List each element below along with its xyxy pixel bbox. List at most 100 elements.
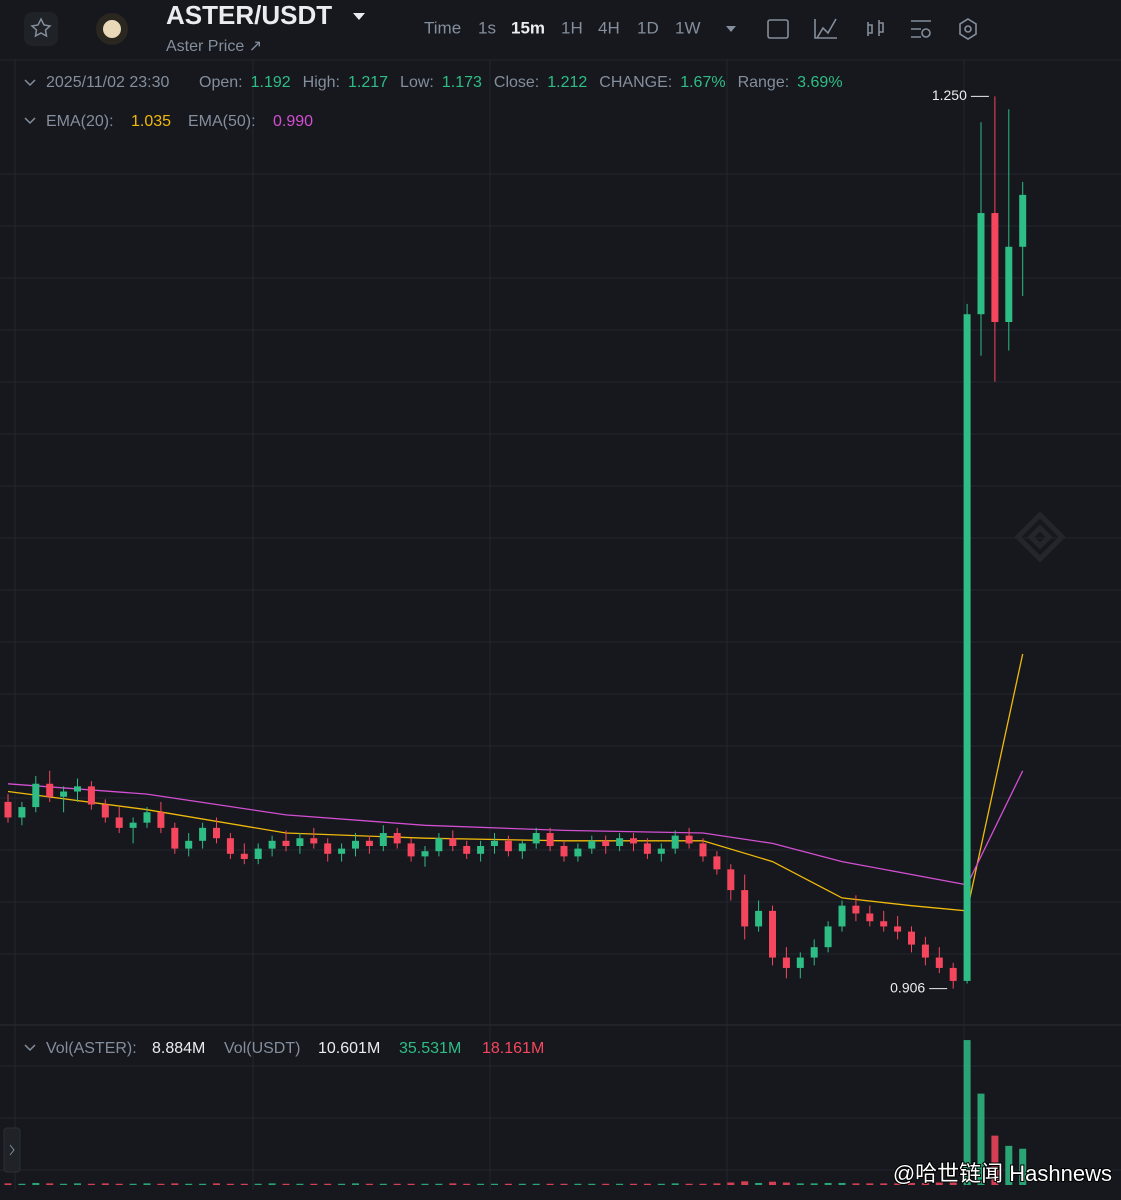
- candle-type-icon[interactable]: [867, 20, 884, 36]
- interval[interactable]: Time: [424, 18, 461, 37]
- layout-icon[interactable]: [959, 18, 977, 40]
- legend-value: 1.173: [442, 74, 482, 91]
- candle-body: [254, 848, 262, 859]
- volume-bar: [991, 1135, 999, 1185]
- vol-value: 8.884M: [152, 1040, 205, 1057]
- volume-bar: [769, 1181, 776, 1185]
- volume-bar: [199, 1183, 207, 1185]
- candle-body: [185, 840, 193, 849]
- side-toggle[interactable]: [3, 1127, 21, 1173]
- collapse-ema[interactable]: [24, 117, 36, 125]
- volume-bar: [379, 1183, 387, 1185]
- favorite-button[interactable]: [24, 12, 58, 46]
- volume-bar: [782, 1182, 790, 1185]
- volume-bar: [352, 1183, 359, 1185]
- candle-body: [796, 957, 804, 968]
- volume-bar: [268, 1183, 276, 1185]
- candle-body: [810, 947, 818, 958]
- candle-body: [352, 840, 359, 849]
- candle-body: [18, 807, 26, 818]
- watermark-logo: [1014, 511, 1066, 563]
- volume-bar: [171, 1183, 179, 1185]
- candle-body: [60, 791, 68, 797]
- volume-bar: [852, 1183, 860, 1185]
- candle-body: [393, 833, 401, 844]
- candle-body: [213, 827, 220, 839]
- volume-bar: [18, 1183, 26, 1185]
- settings-icon[interactable]: [911, 20, 931, 38]
- vol-value: 18.161M: [482, 1040, 544, 1057]
- volume-bar: [115, 1183, 123, 1185]
- calendar-icon[interactable]: [767, 19, 789, 39]
- candle-body: [616, 838, 624, 847]
- volume-bar: [935, 1182, 943, 1185]
- volume-bar: [602, 1183, 610, 1185]
- interval[interactable]: 1D: [637, 18, 659, 37]
- candle-body: [657, 848, 665, 854]
- volume-bar: [657, 1183, 665, 1185]
- volume-bar: [1005, 1145, 1013, 1185]
- candle-body: [407, 843, 415, 857]
- interval[interactable]: 15m: [511, 18, 545, 37]
- candle-body: [755, 910, 763, 927]
- collapse-legend[interactable]: [24, 79, 36, 87]
- volume-bar: [560, 1183, 568, 1185]
- vol-value: 35.531M: [399, 1040, 461, 1057]
- candle-body: [935, 957, 943, 968]
- grid: [0, 59, 1121, 1190]
- star-icon: [30, 17, 52, 38]
- toolbar: [767, 18, 977, 40]
- volume-bar: [4, 1183, 12, 1185]
- collapse-volume[interactable]: [24, 1044, 36, 1052]
- candle-body: [838, 905, 846, 927]
- legend-value: 1.212: [547, 74, 587, 91]
- legend-label: Low:: [400, 74, 434, 91]
- candle-body: [574, 848, 582, 857]
- volume-bar: [532, 1183, 540, 1185]
- candle-body: [782, 957, 790, 968]
- candle-body: [1005, 246, 1013, 323]
- volume-bar: [421, 1183, 429, 1185]
- legend-date: 2025/11/02 23:30: [46, 74, 169, 91]
- volume-bar: [546, 1183, 554, 1185]
- candle-body: [713, 856, 721, 870]
- volume-bar: [866, 1183, 874, 1185]
- interval[interactable]: 1H: [561, 18, 583, 37]
- pair-dropdown[interactable]: [353, 13, 365, 20]
- candle-body: [588, 840, 596, 849]
- volume-bar: [713, 1183, 721, 1185]
- volume-bar: [796, 1183, 804, 1185]
- volume-bar: [60, 1183, 68, 1185]
- indicator-icon[interactable]: [814, 18, 837, 39]
- candle-body: [46, 783, 54, 797]
- candle-body: [824, 926, 832, 948]
- candle-body: [296, 838, 304, 847]
- more-intervals[interactable]: [726, 26, 736, 32]
- candle-body: [4, 801, 12, 818]
- interval[interactable]: 4H: [598, 18, 620, 37]
- volume-bar: [226, 1183, 234, 1185]
- candle-body: [421, 851, 429, 857]
- volume-bar: [921, 1182, 929, 1185]
- volume-bar: [240, 1183, 248, 1185]
- subtitle[interactable]: Aster Price ↗: [166, 38, 262, 55]
- volume-bar: [101, 1183, 109, 1185]
- interval[interactable]: 1s: [478, 18, 496, 37]
- volume-bar: [87, 1183, 95, 1185]
- interval[interactable]: 1W: [675, 18, 701, 37]
- volume-bar: [74, 1183, 81, 1185]
- pair-name[interactable]: ASTER/USDT: [166, 0, 332, 30]
- volume-bar: [324, 1183, 332, 1185]
- legend-label: Open:: [199, 74, 243, 91]
- candle-body: [699, 843, 707, 857]
- candle-body: [87, 786, 95, 805]
- volume-bar: [407, 1183, 415, 1185]
- volume-bar: [282, 1183, 290, 1185]
- candle-body: [852, 905, 860, 914]
- candle-body: [491, 840, 498, 847]
- volume-bar: [518, 1183, 526, 1185]
- volume-bar: [630, 1183, 637, 1185]
- legend-value: 1.67%: [680, 74, 725, 91]
